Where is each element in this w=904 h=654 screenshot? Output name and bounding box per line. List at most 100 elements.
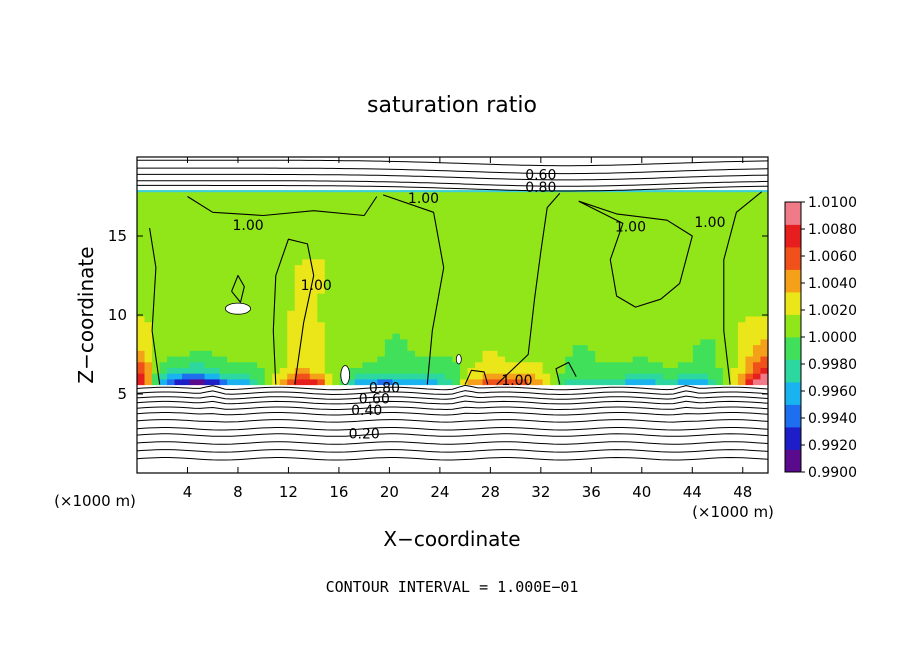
field-cell [692, 253, 701, 260]
field-cell [752, 281, 762, 288]
field-cell [722, 213, 732, 220]
field-cell [625, 270, 634, 277]
field-cell [497, 213, 506, 220]
field-cell [437, 373, 446, 380]
field-cell [182, 373, 191, 380]
field-cell [497, 298, 506, 306]
field-cell [354, 293, 363, 300]
field-cell [362, 201, 371, 208]
field-cell [752, 270, 762, 277]
field-cell [632, 253, 641, 260]
field-cell [324, 201, 333, 208]
field-cell [505, 310, 514, 317]
field-cell [602, 355, 611, 363]
field-cell [437, 230, 446, 237]
field-cell [444, 224, 454, 231]
field-cell [429, 287, 439, 294]
field-cell [565, 241, 574, 248]
field-cell [715, 213, 724, 220]
field-cell [580, 213, 589, 220]
field-cell [302, 258, 311, 266]
field-cell [264, 355, 273, 363]
field-cell [572, 207, 581, 214]
field-cell [535, 293, 544, 300]
field-cell [317, 258, 326, 266]
field-cell [189, 315, 198, 323]
field-cell [294, 270, 303, 277]
field-cell [640, 350, 649, 357]
field-cell [242, 235, 251, 243]
field-cell [347, 247, 356, 254]
field-cell [347, 350, 356, 357]
field-cell [324, 338, 333, 346]
field-cell [272, 281, 281, 288]
field-cell [572, 367, 581, 374]
field-cell [407, 287, 416, 294]
field-cell [392, 355, 401, 363]
field-cell [369, 218, 378, 226]
field-cell [587, 333, 596, 340]
field-cell [144, 333, 153, 340]
field-cell [602, 275, 611, 283]
field-cell [760, 218, 768, 226]
field-cell [490, 304, 499, 311]
field-cell [505, 361, 514, 368]
field-cell [467, 258, 476, 266]
field-cell [144, 287, 153, 294]
field-cell [602, 218, 611, 226]
contour-upper [137, 173, 768, 181]
field-cell [287, 230, 296, 237]
field-cell [384, 315, 393, 323]
field-cell [587, 304, 596, 311]
field-cell [550, 270, 559, 277]
field-cell [152, 293, 161, 300]
field-cell [632, 304, 641, 311]
field-cell [490, 264, 499, 271]
field-cell [700, 258, 709, 266]
field-cell [369, 315, 378, 323]
field-cell [444, 304, 454, 311]
field-cell [610, 361, 619, 368]
field-cell [745, 247, 754, 254]
field-cell [197, 361, 206, 368]
colorbar-tick-label: 0.9960 [808, 384, 857, 400]
field-cell [760, 247, 768, 254]
field-cell [752, 373, 762, 380]
field-cell [730, 321, 739, 328]
field-cell [512, 315, 521, 323]
field-cell [647, 213, 656, 220]
field-cell [257, 201, 266, 208]
field-cell [302, 213, 311, 220]
field-cell [309, 378, 318, 386]
field-cell [279, 333, 288, 340]
field-cell [595, 224, 604, 231]
field-cell [520, 190, 529, 197]
field-cell [362, 327, 371, 334]
field-cell [302, 298, 311, 306]
field-cell [377, 310, 386, 317]
field-cell [632, 207, 641, 214]
field-cell [369, 350, 378, 357]
field-cell [242, 253, 251, 260]
field-cell [542, 258, 551, 266]
field-cell [339, 247, 348, 254]
field-cell [640, 235, 649, 243]
field-cell [272, 218, 281, 226]
field-cell [444, 361, 454, 368]
field-cell [662, 281, 671, 288]
field-cell [482, 230, 491, 237]
field-cell [332, 230, 341, 237]
field-cell [249, 218, 258, 226]
field-cell [354, 275, 363, 283]
field-cell [580, 201, 589, 208]
field-cell [227, 275, 236, 283]
field-cell [640, 281, 649, 288]
field-cell [317, 338, 326, 346]
field-cell [760, 293, 768, 300]
field-cell [347, 287, 356, 294]
field-cell [272, 213, 281, 220]
field-cell [542, 190, 551, 197]
field-cell [174, 258, 183, 266]
field-cell [550, 275, 559, 283]
field-cell [324, 190, 333, 197]
